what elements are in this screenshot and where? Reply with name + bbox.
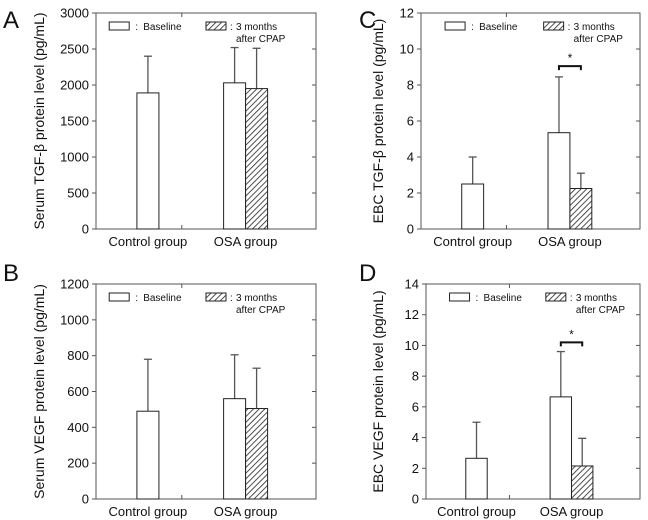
bar-after-cpap [571,465,594,500]
y-tick-label: 0 [407,222,414,237]
panel-letter: A [3,7,19,34]
y-tick-label: 10 [405,338,419,353]
bar-baseline [549,396,573,500]
legend-label-baseline: Baseline [484,293,523,304]
legend-separator: : [568,22,571,33]
legend-label-after-cpap-1: 3 months [574,22,615,33]
legend-separator: : [135,293,138,304]
y-tick-label: 2500 [60,42,89,57]
y-tick-label: 6 [412,399,419,414]
legend-label-after-cpap-2: after CPAP [236,34,286,45]
legend-label-baseline: Baseline [143,22,182,33]
panel-letter: B [3,260,19,287]
x-tick-label: Control group [437,504,516,519]
legend-separator: : [230,22,233,33]
panel-letter: C [359,7,376,34]
bar-baseline [461,183,485,230]
panel-C: C 0 2 4 6 8 10 12 EBC TGF-β protein level (pg/mL… [359,6,641,249]
y-tick-label: 6 [407,114,414,129]
y-tick-label: 8 [407,78,414,93]
legend-swatch-baseline [449,292,471,302]
y-tick-label: 0 [82,492,89,507]
significance-bracket [559,341,584,347]
legend-swatch-after-cpap [543,21,565,31]
bar-after-cpap [245,88,269,230]
bar-baseline [136,410,160,500]
bar-baseline [465,457,488,500]
legend-swatch-baseline [108,292,130,302]
y-tick-label: 1500 [60,114,89,129]
y-tick-label: 1200 [60,277,89,292]
x-tick-label: OSA group [538,234,602,249]
y-tick-label: 500 [67,186,89,201]
legend-swatch-after-cpap [545,292,567,302]
significance-bracket [557,65,582,71]
legend-label-after-cpap-2: after CPAP [236,305,286,316]
legend-label-after-cpap-1: 3 months [236,22,277,33]
y-axis-label: EBC TGF-β protein level (pg/mL) [370,19,386,224]
y-tick-label: 12 [405,307,419,322]
legend-separator: : [471,22,474,33]
x-tick-label: Control group [109,504,188,519]
plot-frame [420,12,641,230]
y-tick-label: 400 [67,420,89,435]
y-tick-label: 200 [67,456,89,471]
x-tick-label: Control group [109,234,188,249]
legend-label-after-cpap-2: after CPAP [576,305,626,316]
panel-B: B 0 200 400 600 800 1000 1200 Serum VEGF protein… [3,260,317,519]
y-tick-label: 10 [400,42,414,57]
x-tick-label: OSA group [214,504,278,519]
y-tick-label: 3000 [60,6,89,21]
y-tick-label: 2 [407,186,414,201]
x-tick-label: OSA group [540,504,604,519]
y-tick-label: 14 [405,277,419,292]
legend-label-after-cpap-1: 3 months [576,293,617,304]
x-tick-label: Control group [433,234,512,249]
y-tick-label: 2 [412,461,419,476]
bar-after-cpap [245,408,269,500]
legend-label-after-cpap-2: after CPAP [574,34,624,45]
y-tick-label: 4 [407,150,414,165]
legend-swatch-after-cpap [205,21,227,31]
legend-separator: : [135,22,138,33]
panel-A: A 0 500 1000 1500 2000 2500 3000 Serum TGF-β pro… [3,6,317,249]
y-tick-label: 4 [412,430,419,445]
y-tick-label: 1000 [60,150,89,165]
plot-frame [425,283,641,500]
y-axis-label: Serum TGF-β protein level (pg/mL) [31,12,47,229]
bar-after-cpap [569,188,593,230]
bar-baseline [136,92,160,230]
legend-separator: : [476,293,479,304]
legend-label-after-cpap-1: 3 months [236,293,277,304]
panel-D: D 0 2 4 6 8 10 12 14 EBC VEGF protein level (pg/m… [359,260,641,519]
y-tick-label: 12 [400,6,414,21]
y-tick-label: 1000 [60,312,89,327]
significance-star: * [568,51,573,65]
y-tick-label: 8 [412,369,419,384]
y-axis-label: EBC VEGF protein level (pg/mL) [370,290,386,492]
panel-letter: D [359,260,376,287]
legend-label-baseline: Baseline [143,293,182,304]
legend-label-baseline: Baseline [479,22,518,33]
bar-baseline [223,398,247,500]
legend-swatch-baseline [108,21,130,31]
legend-swatch-after-cpap [205,292,227,302]
significance-star: * [569,327,574,341]
plot-frame [95,12,317,230]
legend-separator: : [570,293,573,304]
legend-separator: : [230,293,233,304]
y-tick-label: 2000 [60,78,89,93]
y-tick-label: 600 [67,384,89,399]
y-tick-label: 0 [412,492,419,507]
plot-frame [95,283,317,500]
y-tick-label: 800 [67,348,89,363]
x-tick-label: OSA group [214,234,278,249]
bar-baseline [223,82,247,230]
legend-swatch-baseline [444,21,466,31]
y-axis-label: Serum VEGF protein level (pg/mL) [31,284,47,499]
y-tick-label: 0 [82,222,89,237]
bar-baseline [547,132,571,230]
